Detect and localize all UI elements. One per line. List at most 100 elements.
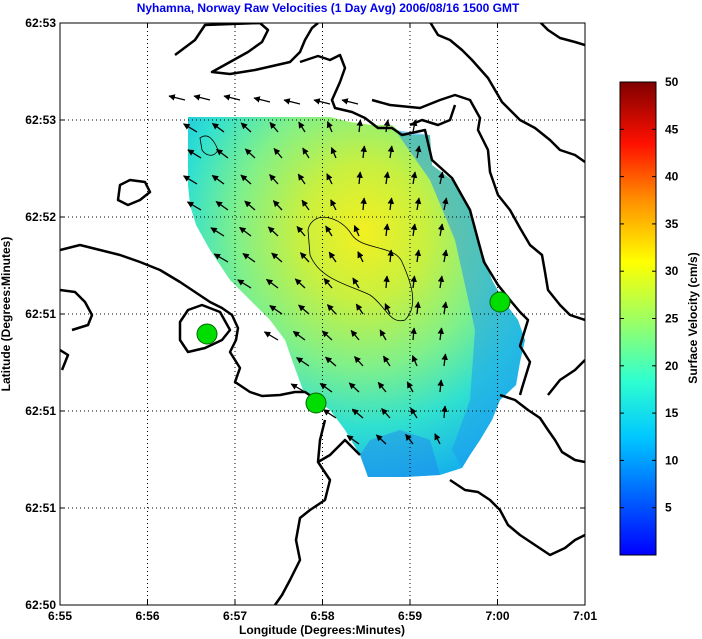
velocity-arrow xyxy=(357,251,364,263)
x-tick-label: 6:55 xyxy=(48,609,72,623)
velocity-arrow xyxy=(437,327,445,341)
velocity-arrow xyxy=(283,98,301,105)
colorbar xyxy=(619,81,657,556)
velocity-arrow xyxy=(269,174,279,185)
velocity-arrow xyxy=(356,119,363,133)
contour-line xyxy=(307,216,414,322)
velocity-arrow xyxy=(269,122,279,133)
velocity-arrow xyxy=(414,145,422,159)
velocity-arrow xyxy=(346,434,360,445)
velocity-arrow xyxy=(360,197,367,211)
colorbar-label: Surface Velocity (cm/s) xyxy=(686,252,700,383)
velocity-arrow xyxy=(411,119,418,133)
velocity-arrow xyxy=(298,121,306,133)
velocity-arrow xyxy=(434,433,441,445)
velocity-arrow xyxy=(406,381,414,393)
velocity-field-low-zone-south xyxy=(360,430,440,477)
velocity-arrow xyxy=(325,356,337,367)
colorbar-tick-label: 5 xyxy=(665,501,672,515)
velocity-arrow xyxy=(301,199,310,211)
velocity-arrow xyxy=(271,252,283,263)
velocity-arrow xyxy=(381,408,391,419)
radar-site-marker xyxy=(196,323,218,345)
velocity-arrow xyxy=(437,275,445,289)
velocity-arrow xyxy=(330,199,337,211)
radar-site-marker xyxy=(305,392,327,414)
velocity-arrow xyxy=(240,122,252,133)
radar-sites xyxy=(196,291,511,414)
velocity-arrow xyxy=(382,355,391,367)
chart-title: Nyhamna, Norway Raw Velocities (1 Day Av… xyxy=(137,1,520,15)
velocity-arrow xyxy=(186,201,202,211)
velocity-arrow xyxy=(353,225,360,237)
x-tick-label: 7:00 xyxy=(485,609,509,623)
velocity-arrow xyxy=(341,98,359,105)
velocity-arrow xyxy=(296,225,306,237)
velocity-arrow xyxy=(384,303,391,315)
velocity-arrow xyxy=(294,278,306,289)
velocity-arrow xyxy=(348,382,360,393)
velocity-arrow xyxy=(325,225,333,237)
velocity-arrow xyxy=(387,145,395,159)
velocity-arrow xyxy=(319,382,333,393)
velocity-arrow xyxy=(354,356,364,367)
velocity-arrow xyxy=(437,223,445,237)
velocity-arrow xyxy=(410,171,418,185)
velocity-arrow xyxy=(375,434,387,445)
colorbar-ticks: 5 10 15 20 25 30 35 40 45 50 xyxy=(620,75,679,515)
x-axis-ticks: 6:55 6:56 6:57 6:58 6:59 7:00 7:01 xyxy=(48,23,597,623)
velocity-arrow xyxy=(441,405,448,419)
velocity-arrow xyxy=(263,331,279,341)
velocity-arrow xyxy=(265,278,279,289)
velocity-arrow xyxy=(355,303,364,315)
velocity-arrow xyxy=(326,173,333,185)
velocity-arrow xyxy=(183,175,198,185)
velocity-arrow xyxy=(441,249,449,263)
velocity-arrow xyxy=(377,381,387,393)
velocity-arrow xyxy=(379,329,387,341)
grid-lines xyxy=(60,23,585,605)
velocity-arrow xyxy=(183,123,198,133)
velocity-arrow xyxy=(299,252,310,263)
velocity-arrow xyxy=(330,147,337,159)
y-tick-label: 62:51 xyxy=(25,307,56,321)
velocity-arrow xyxy=(356,171,363,185)
velocity-arrow xyxy=(322,409,337,419)
velocity-arrow xyxy=(321,330,333,341)
x-tick-label: 6:57 xyxy=(223,609,247,623)
coastline xyxy=(60,23,585,605)
y-tick-label: 62:52 xyxy=(25,210,56,224)
velocity-arrow xyxy=(323,277,333,289)
velocity-arrow xyxy=(326,304,337,315)
velocity-arrow xyxy=(441,353,448,367)
velocity-arrow xyxy=(383,223,390,237)
velocity-arrow xyxy=(414,249,422,263)
colorbar-tick-label: 15 xyxy=(665,406,679,420)
y-axis-ticks: 62:53 62:53 62:52 62:51 62:51 62:51 62:50 xyxy=(25,16,585,612)
x-tick-label: 6:56 xyxy=(135,609,159,623)
x-tick-label: 7:01 xyxy=(573,609,597,623)
velocity-arrow xyxy=(360,145,367,159)
velocity-arrow xyxy=(410,407,418,419)
y-tick-label: 62:53 xyxy=(25,113,56,127)
colorbar-tick-label: 25 xyxy=(665,312,679,326)
velocity-arrow xyxy=(239,226,252,237)
colorbar-tick-label: 10 xyxy=(665,453,679,467)
x-tick-label: 6:59 xyxy=(398,609,422,623)
velocity-arrow xyxy=(273,147,283,159)
velocity-arrow xyxy=(405,433,414,445)
velocity-vectors xyxy=(168,94,449,445)
colorbar-tick-label: 20 xyxy=(665,359,679,373)
velocity-arrow xyxy=(350,329,360,341)
velocity-arrow xyxy=(296,357,310,367)
velocity-arrow xyxy=(213,253,229,263)
velocity-arrow xyxy=(352,277,360,289)
y-tick-label: 62:50 xyxy=(25,598,56,612)
velocity-arrow xyxy=(297,173,306,185)
colorbar-tick-label: 35 xyxy=(665,217,679,231)
velocity-arrow xyxy=(387,249,394,263)
velocity-arrow xyxy=(383,275,390,289)
velocity-arrow xyxy=(410,275,417,289)
colorbar-tick-label: 50 xyxy=(665,75,679,89)
